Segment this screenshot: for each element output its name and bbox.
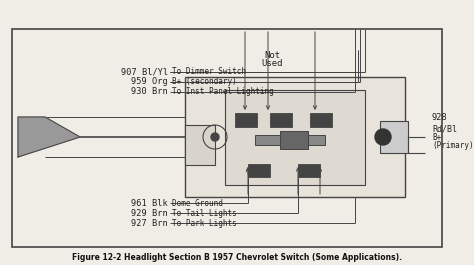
Text: To Inst Panel Lighting: To Inst Panel Lighting xyxy=(172,87,274,96)
Text: 930 Brn: 930 Brn xyxy=(131,87,168,96)
Text: B+: B+ xyxy=(432,132,441,142)
Bar xyxy=(12,29,442,247)
Bar xyxy=(185,77,405,197)
Text: To Tail Lights: To Tail Lights xyxy=(172,209,237,218)
Text: To Park Lights: To Park Lights xyxy=(172,219,237,227)
Bar xyxy=(248,164,270,177)
Text: 959 Org: 959 Org xyxy=(131,77,168,86)
Bar xyxy=(235,113,257,127)
Bar xyxy=(280,131,308,149)
Text: 961 Blk: 961 Blk xyxy=(131,198,168,207)
Text: Rd/Bl: Rd/Bl xyxy=(432,125,457,134)
Text: To Dimmer Switch: To Dimmer Switch xyxy=(172,68,246,77)
Bar xyxy=(380,121,408,153)
Text: Figure 12-2 Headlight Section B 1957 Chevrolet Switch (Some Applications).: Figure 12-2 Headlight Section B 1957 Che… xyxy=(72,253,402,262)
Bar xyxy=(225,90,365,185)
Text: B+ (secondary): B+ (secondary) xyxy=(172,77,237,86)
Text: Dome Ground: Dome Ground xyxy=(172,198,223,207)
Circle shape xyxy=(211,133,219,141)
Bar xyxy=(298,164,320,177)
Bar xyxy=(270,113,292,127)
Text: 929 Brn: 929 Brn xyxy=(131,209,168,218)
Bar xyxy=(185,125,215,165)
Text: 928: 928 xyxy=(432,113,448,121)
Circle shape xyxy=(375,129,391,145)
Text: (Primary): (Primary) xyxy=(432,140,474,149)
Text: 907 Bl/Yl: 907 Bl/Yl xyxy=(121,68,168,77)
Bar xyxy=(310,113,332,127)
Text: Used: Used xyxy=(261,59,283,68)
Polygon shape xyxy=(18,117,80,157)
Text: 927 Brn: 927 Brn xyxy=(131,219,168,227)
Text: Not: Not xyxy=(264,51,280,60)
Bar xyxy=(255,135,325,145)
